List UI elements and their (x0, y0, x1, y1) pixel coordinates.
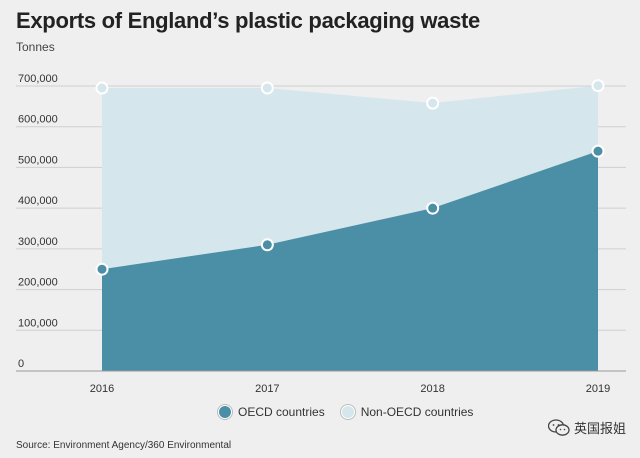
x-tick-label: 2016 (90, 383, 114, 395)
point-oecd (260, 238, 274, 252)
legend-swatch-oecd (218, 405, 232, 419)
legend-label-oecd: OECD countries (238, 405, 325, 419)
y-tick-label: 100,000 (18, 317, 58, 329)
area-oecd (102, 151, 598, 371)
point-non-oecd (260, 81, 274, 95)
chart-title: Exports of England’s plastic packaging w… (16, 8, 480, 33)
legend-label-non-oecd: Non-OECD countries (360, 405, 474, 419)
point-non-oecd (591, 79, 605, 93)
y-tick-label: 300,000 (18, 236, 58, 248)
legend-item-oecd: OECD countries (218, 405, 325, 419)
x-tick-label: 2019 (586, 383, 610, 395)
watermark-text: 英国报姐 (573, 421, 626, 436)
legend: OECD countries Non-OECD countries (218, 405, 489, 419)
point-non-oecd (95, 81, 109, 95)
y-tick-label: 200,000 (18, 277, 58, 289)
watermark: 英国报姐 (547, 418, 626, 437)
y-axis-unit: Tonnes (16, 40, 55, 54)
point-oecd (95, 262, 109, 276)
source-note: Source: Environment Agency/360 Environme… (16, 440, 232, 451)
x-tick-label: 2018 (420, 383, 444, 395)
y-tick-label: 600,000 (18, 114, 58, 126)
chart-area: 0 100,000 200,000 300,000 400,000 500,000 600,… (16, 73, 626, 395)
legend-item-non-oecd: Non-OECD countries (340, 405, 474, 419)
point-oecd (591, 144, 605, 158)
x-tick-label: 2017 (255, 383, 279, 395)
point-oecd (426, 201, 440, 215)
y-tick-label: 500,000 (18, 154, 58, 166)
y-tick-label: 700,000 (18, 73, 58, 85)
y-tick-label: 0 (18, 358, 24, 370)
point-non-oecd (426, 96, 440, 110)
wechat-icon (547, 418, 570, 436)
legend-swatch-non-oecd (340, 405, 355, 419)
y-tick-label: 400,000 (18, 195, 58, 207)
